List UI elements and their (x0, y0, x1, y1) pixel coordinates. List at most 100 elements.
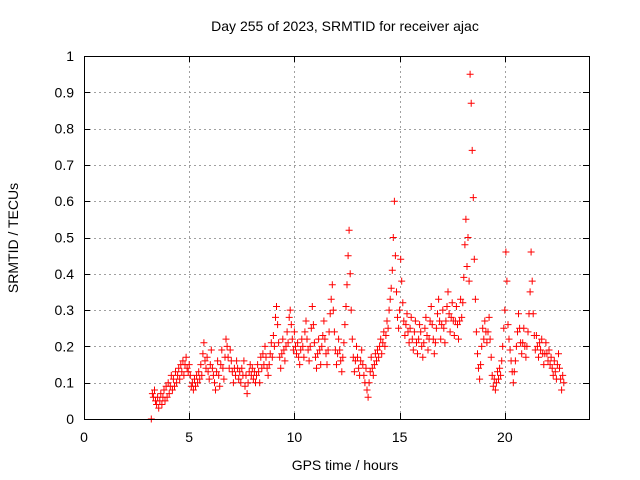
data-point-marker (476, 375, 484, 383)
data-point-marker (294, 339, 302, 347)
data-point-marker (176, 375, 184, 383)
data-point-marker (500, 324, 508, 332)
data-point-marker (494, 368, 501, 376)
data-point-marker (223, 342, 231, 350)
data-point-marker (437, 335, 445, 343)
data-point-marker (418, 342, 426, 350)
data-point-marker (533, 342, 541, 350)
data-point-marker (204, 368, 212, 376)
data-point-marker (458, 313, 466, 321)
data-point-marker (173, 379, 181, 387)
data-point-marker (363, 386, 371, 394)
data-point-marker (523, 342, 531, 350)
data-point-marker (468, 146, 476, 154)
data-point-marker (471, 295, 479, 303)
data-point-marker (324, 346, 332, 354)
data-point-marker (248, 364, 256, 372)
data-point-marker (553, 361, 561, 369)
data-point-marker (348, 335, 356, 343)
data-point-marker (354, 353, 361, 361)
data-point-marker (168, 386, 176, 394)
data-point-marker (198, 371, 206, 379)
data-point-marker (323, 361, 331, 369)
data-point-marker (357, 357, 365, 365)
data-point-marker (462, 215, 470, 223)
data-point-marker (185, 361, 193, 369)
data-point-marker (502, 248, 510, 256)
data-point-marker (415, 335, 423, 343)
data-point-marker (267, 339, 275, 347)
data-point-marker (206, 361, 214, 369)
data-point-marker (489, 382, 497, 390)
data-point-marker (155, 404, 163, 412)
data-point-marker (330, 328, 338, 336)
data-point-marker (322, 350, 330, 358)
data-point-marker (370, 361, 378, 369)
data-point-marker (339, 353, 347, 361)
data-point-marker (337, 357, 345, 365)
data-point-marker (367, 353, 375, 361)
data-point-marker (421, 324, 429, 332)
data-point-marker (452, 303, 460, 310)
data-point-marker (299, 342, 307, 350)
data-point-marker (400, 317, 408, 325)
data-point-marker (510, 368, 518, 376)
data-point-marker (417, 328, 425, 336)
data-point-marker (276, 353, 284, 361)
data-point-marker (183, 364, 191, 372)
data-point-marker (497, 371, 505, 379)
data-point-marker (432, 324, 440, 332)
data-point-marker (293, 350, 300, 358)
data-point-marker (555, 350, 562, 358)
data-point-marker (526, 288, 534, 296)
data-point-marker (388, 266, 396, 274)
data-point-marker (427, 303, 435, 310)
data-point-marker (256, 379, 264, 387)
data-point-marker (163, 393, 171, 401)
data-point-marker (229, 379, 237, 387)
data-point-marker (336, 346, 344, 354)
data-point-marker (529, 310, 537, 318)
data-point-marker (503, 277, 511, 285)
data-point-marker (240, 357, 248, 365)
data-point-marker (263, 364, 271, 372)
data-point-marker (161, 397, 169, 405)
data-point-marker (450, 332, 458, 339)
data-point-marker (549, 371, 557, 379)
data-point-marker (559, 371, 567, 379)
data-point-marker (306, 342, 314, 350)
data-point-marker (211, 379, 218, 387)
data-point-marker (253, 371, 260, 379)
data-point-marker (182, 353, 190, 361)
data-point-marker (422, 313, 430, 321)
data-point-marker (391, 252, 399, 260)
data-point-marker (520, 324, 528, 332)
x-tick-label: 15 (392, 429, 408, 445)
data-point-marker (375, 353, 383, 361)
data-point-marker (414, 350, 421, 358)
data-point-marker (545, 346, 553, 354)
data-point-marker (316, 346, 324, 354)
data-point-marker (395, 324, 403, 332)
data-point-marker (184, 368, 192, 376)
data-point-marker (226, 346, 234, 354)
data-point-marker (485, 313, 493, 321)
data-point-marker (403, 310, 411, 318)
data-point-marker (205, 375, 213, 383)
data-point-marker (487, 353, 495, 361)
data-point-marker (171, 382, 178, 390)
data-point-marker (160, 386, 168, 394)
data-point-marker (192, 382, 199, 390)
data-point-marker (420, 339, 428, 347)
y-tick-label: 0.5 (55, 230, 75, 246)
data-point-marker (195, 368, 203, 376)
axis-tick-labels: 00.10.20.30.40.50.60.70.80.910 5 10 15 20 (55, 48, 513, 445)
data-point-marker (543, 350, 551, 358)
data-point-marker (346, 270, 354, 278)
data-point-marker (255, 368, 263, 376)
data-point-marker (246, 361, 254, 369)
data-point-marker (237, 379, 245, 387)
data-point-marker (413, 339, 420, 347)
data-point-marker (202, 364, 210, 372)
data-point-marker (327, 295, 335, 303)
